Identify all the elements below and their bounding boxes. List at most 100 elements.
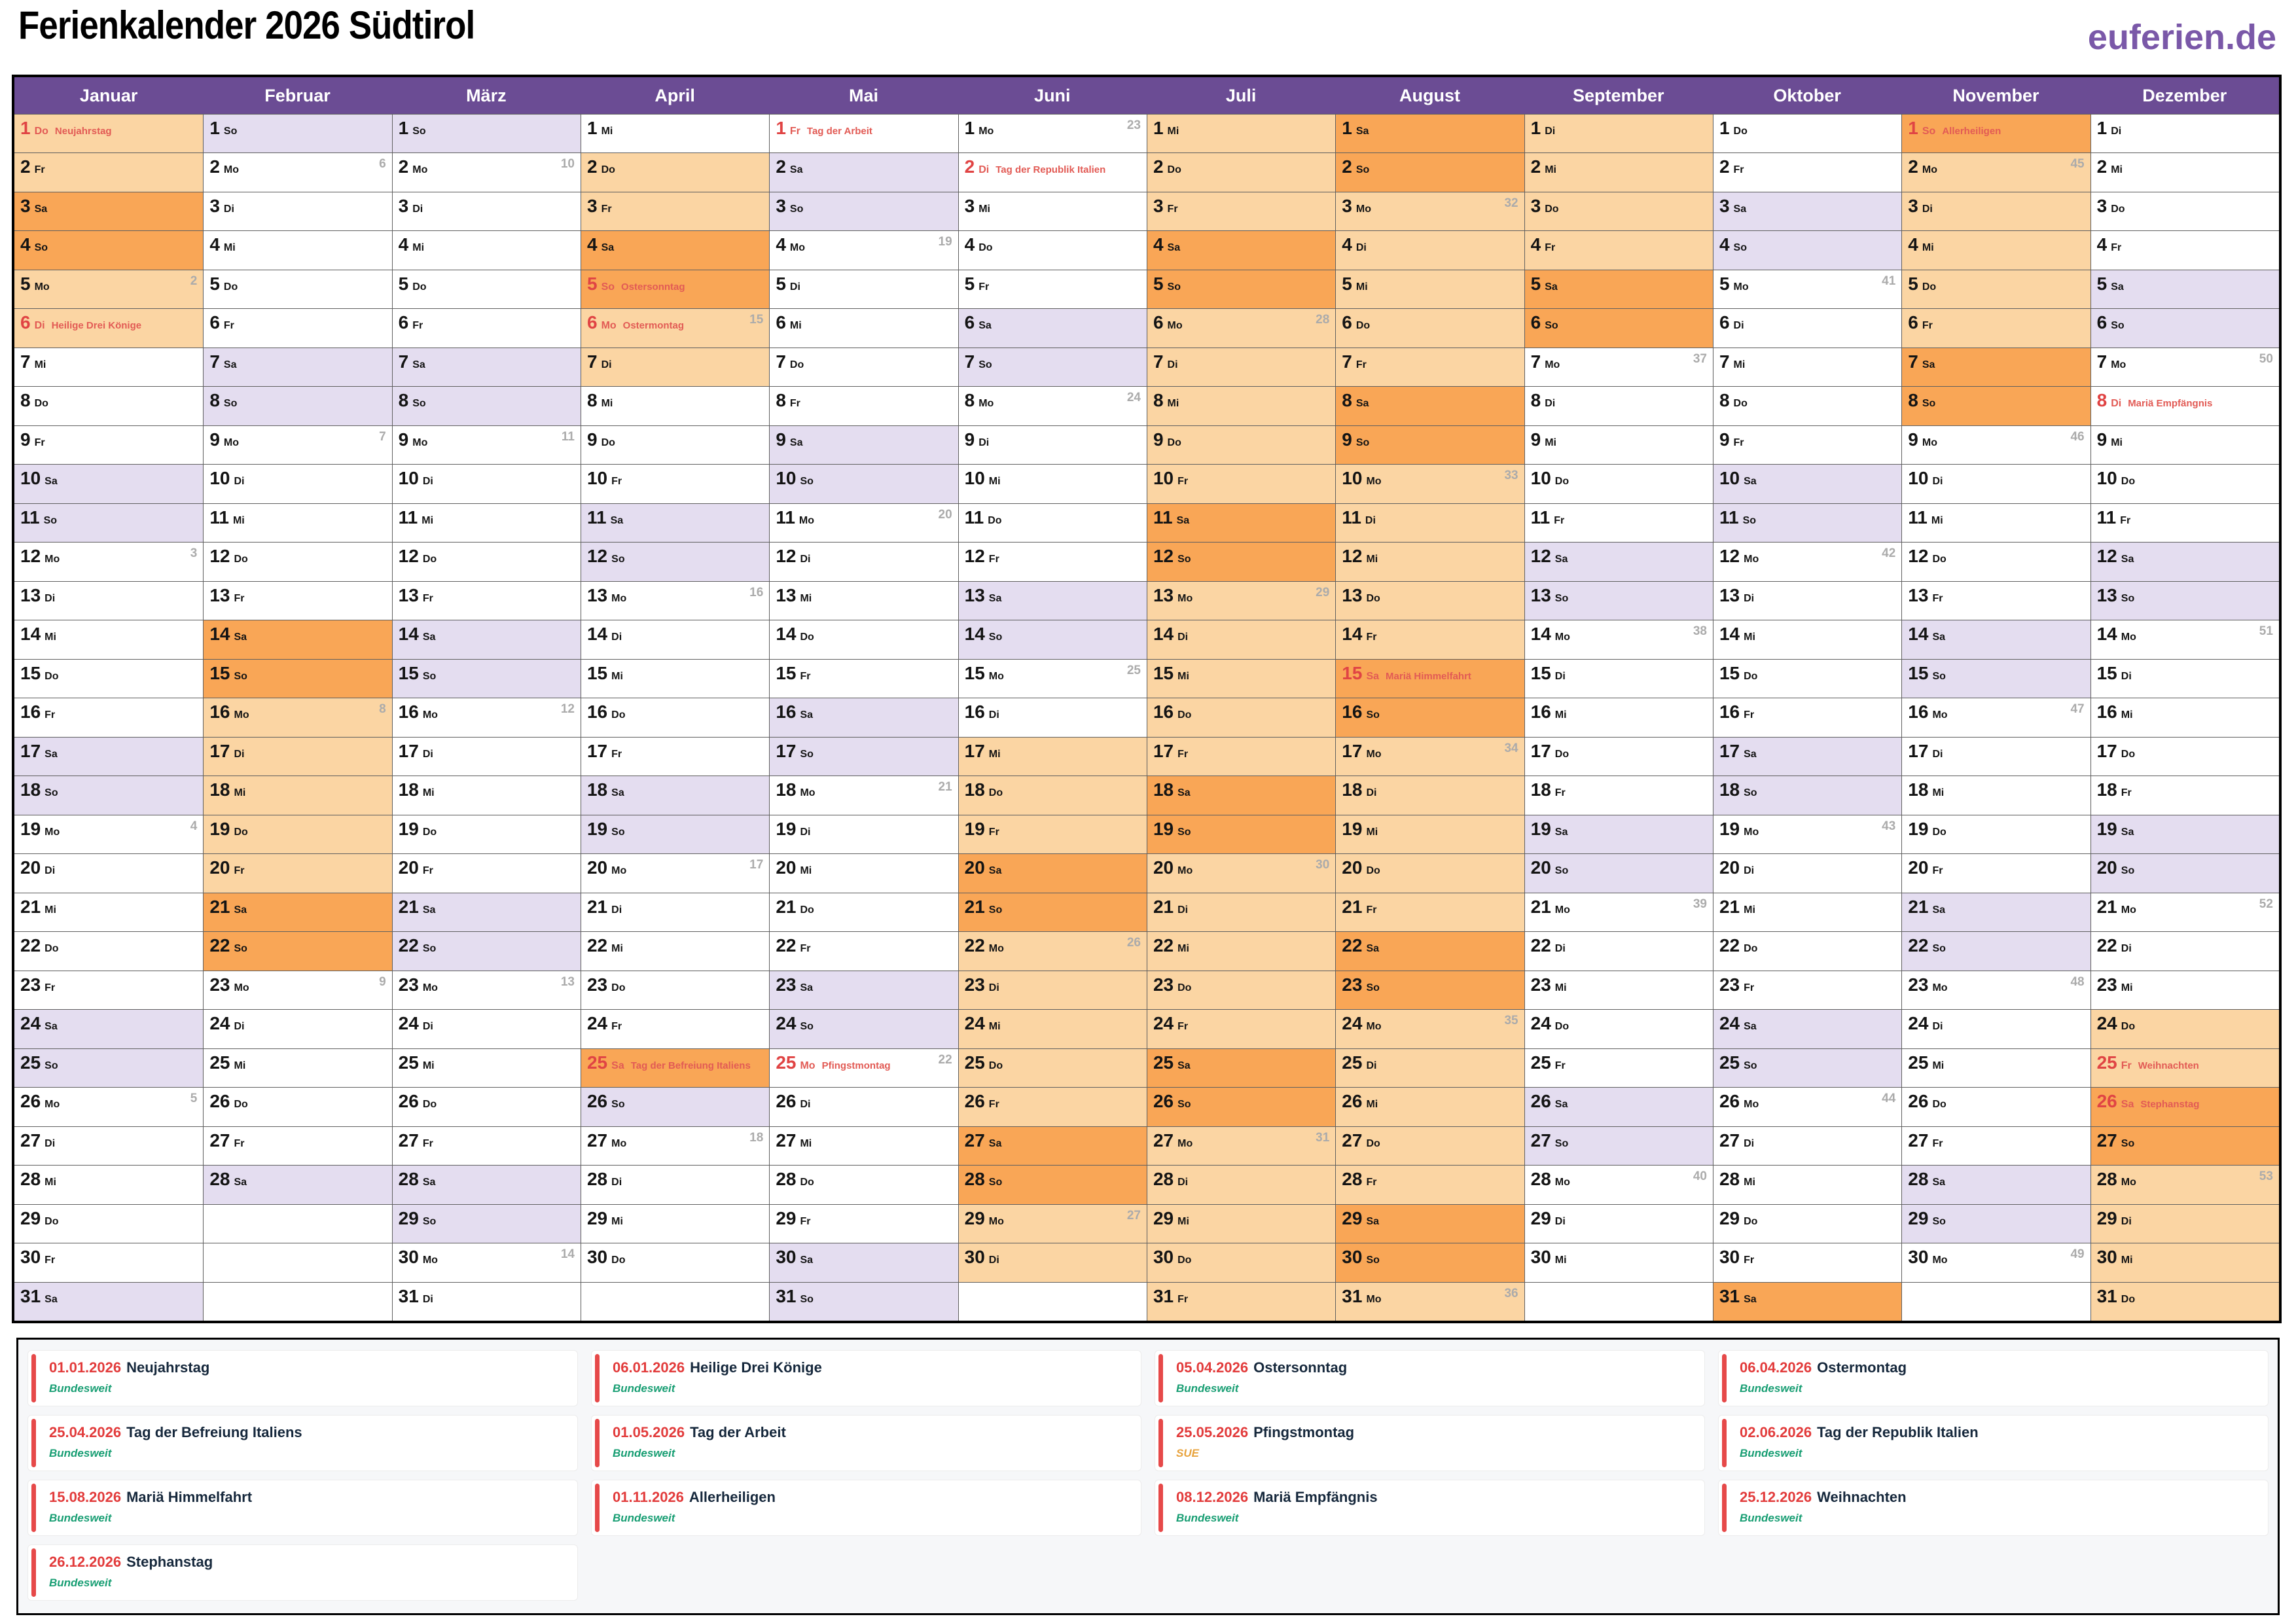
weekday-label: Mi — [412, 242, 425, 254]
day-line: 26 So — [1147, 1088, 1335, 1111]
day-cell: 5 So — [1146, 269, 1336, 309]
day-number: 1 — [1908, 118, 1918, 138]
day-line: 27 Fr — [393, 1127, 581, 1150]
day-line: 9 Sa — [770, 426, 958, 449]
day-cell: 3 Di — [203, 191, 392, 231]
weekday-label: Di — [1545, 398, 1556, 410]
month-column-november: November 1 So Allerheiligen 2 Mo 45 3 Di 4 Mi 5 Do 6 F… — [1901, 77, 2090, 1321]
weekday-label: Di — [422, 476, 433, 488]
day-line: 9 Mo — [1902, 426, 2090, 449]
day-number: 2 — [1530, 156, 1541, 177]
day-line: 8 Di Mariä Empfängnis — [2091, 387, 2279, 410]
day-line: 2 So — [1336, 153, 1524, 176]
weekday-label: So — [1932, 670, 1946, 682]
day-number: 9 — [398, 429, 409, 450]
day-line: 28 Fr — [1336, 1166, 1524, 1188]
day-number: 2 — [20, 156, 31, 177]
day-cell: 22 Do — [14, 931, 204, 971]
day-cell: 12 So — [1146, 542, 1336, 581]
legend-item-line: 26.12.2026 Stephanstag — [49, 1554, 568, 1571]
day-number: 4 — [209, 234, 220, 255]
day-cell: 23 So — [1335, 970, 1524, 1010]
day-line: 16 Do — [581, 698, 769, 721]
day-cell: 26 Do — [203, 1087, 392, 1126]
day-cell: 9 Mi — [1524, 425, 1713, 465]
day-number: 20 — [1719, 857, 1740, 878]
day-line: 25 Mi — [1902, 1049, 2090, 1072]
day-number: 18 — [586, 779, 608, 800]
day-cell: 1 Mi — [580, 114, 770, 153]
weekday-label: Di — [978, 437, 990, 448]
day-cell: 27 Fr — [391, 1126, 581, 1166]
week-number: 48 — [2070, 974, 2085, 989]
day-cell: 11 So — [1712, 503, 1902, 543]
day-cell: 22 So — [391, 931, 581, 971]
holiday-label: Stephanstag — [2140, 1099, 2200, 1111]
day-cell: 11 Sa — [580, 503, 770, 543]
month-header: Januar — [14, 77, 204, 114]
day-number: 16 — [1153, 702, 1174, 722]
weekday-label: Mi — [1545, 164, 1556, 176]
day-line: 14 Mi — [1713, 620, 1901, 643]
weekday-label: Di — [1554, 1215, 1566, 1227]
day-line: 1 Mi — [1147, 115, 1335, 137]
day-line: 25 Sa Tag der Befreiung Italiens — [581, 1049, 769, 1072]
day-number: 25 — [2096, 1052, 2117, 1073]
day-number: 28 — [209, 1169, 230, 1190]
day-line: 30 Mo — [1902, 1243, 2090, 1266]
day-line: 6 So — [2091, 309, 2279, 332]
day-number: 10 — [209, 468, 230, 489]
day-cell: 28 Mo 53 — [2090, 1165, 2279, 1204]
day-number: 20 — [776, 857, 797, 878]
day-number: 3 — [964, 195, 975, 216]
day-line: 6 Di — [1713, 309, 1901, 332]
day-number: 3 — [1530, 195, 1541, 216]
day-number: 9 — [1342, 429, 1352, 450]
legend-red-bar — [31, 1354, 36, 1402]
day-cell: 1 Di — [1524, 114, 1713, 153]
month-column-märz: März 1 So 2 Mo 10 3 Di 4 Mi 5 Do 6 Fr 7 Sa 8 So 9 Mo 11 10 Di 1… — [391, 77, 581, 1321]
day-cell: 1 Fr Tag der Arbeit — [769, 114, 958, 153]
day-number: 26 — [209, 1091, 230, 1112]
weekday-label: Mo — [234, 982, 249, 993]
weekday-label: Do — [1167, 437, 1181, 448]
legend-scope: Bundesweit — [613, 1512, 675, 1524]
day-line: 23 Sa — [770, 971, 958, 994]
day-number: 15 — [1908, 662, 1929, 683]
weekday-label: Do — [422, 826, 437, 838]
weekday-label: Mo — [45, 1099, 60, 1111]
day-line: 20 Sa — [959, 854, 1147, 877]
day-number: 4 — [776, 234, 786, 255]
day-cell: 20 Mo 30 — [1146, 853, 1336, 893]
weekday-label: Sa — [610, 514, 624, 526]
weekday-label: Do — [45, 670, 59, 682]
day-line: 26 Do — [1902, 1088, 2090, 1111]
day-cell: 15 Di — [1524, 658, 1713, 698]
day-number: 24 — [1719, 1013, 1740, 1034]
day-number: 14 — [20, 624, 41, 645]
day-cell: 9 Fr — [14, 425, 204, 465]
day-line: 10 Di — [204, 465, 391, 488]
day-line: 21 Sa — [204, 893, 391, 916]
weekday-label: Sa — [234, 1177, 247, 1188]
weekday-label: Mi — [988, 476, 1001, 488]
day-line: 5 Sa — [1525, 270, 1713, 293]
month-column-september: September 1 Di 2 Mi 3 Do 4 Fr 5 Sa 6 So 7 Mo 37 8 Di 9 Mi 10… — [1524, 77, 1713, 1321]
day-cell: 18 Mo 21 — [769, 776, 958, 815]
day-cell: 20 Mo 17 — [580, 853, 770, 893]
day-cell: 30 Sa — [769, 1243, 958, 1282]
day-cell: 18 Sa — [1146, 776, 1336, 815]
day-number: 14 — [1719, 624, 1740, 645]
day-cell: 24 Fr — [1146, 1009, 1336, 1048]
day-line: 17 Sa — [1713, 738, 1901, 760]
weekday-label: So — [234, 670, 247, 682]
day-cell: 23 Mo 48 — [1901, 970, 2090, 1010]
day-line: 22 Mi — [581, 932, 769, 955]
day-number: 13 — [20, 584, 41, 605]
weekday-label: Fr — [1932, 865, 1943, 877]
weekday-label: So — [1177, 1099, 1191, 1111]
legend-date: 01.11.2026 — [613, 1489, 684, 1505]
day-number: 25 — [20, 1052, 41, 1073]
weekday-label: Fr — [45, 982, 56, 993]
weekday-label: Di — [234, 748, 245, 760]
